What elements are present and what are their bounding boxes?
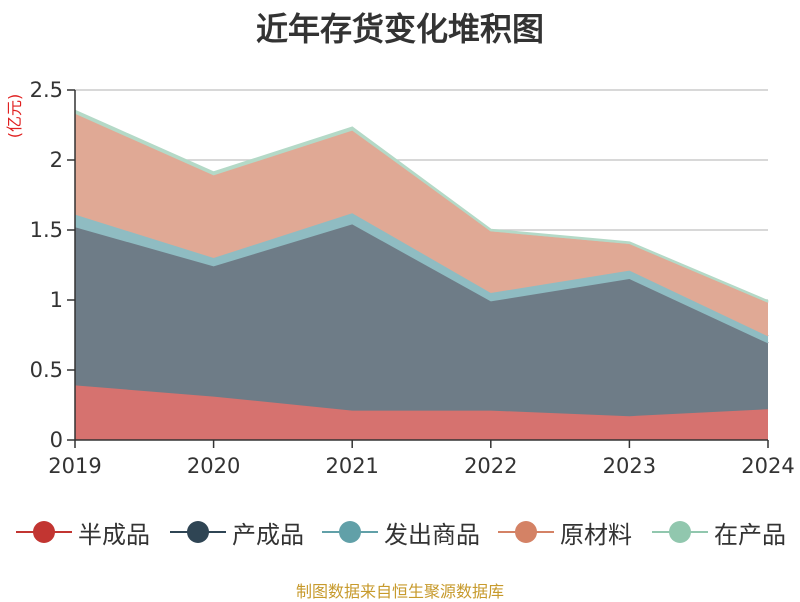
area-原材料 (75, 113, 768, 337)
area-产成品 (75, 224, 768, 417)
legend: 半成品 产成品 发出商品 原材料 在产品 (0, 512, 800, 552)
x-tick-label: 2021 (325, 454, 378, 478)
legend-label: 发出商品 (384, 520, 480, 549)
area-半成品 (75, 385, 768, 440)
legend-symbol (168, 512, 228, 552)
data-source-note: 制图数据来自恒生聚源数据库 (295, 582, 504, 601)
legend-symbol (320, 512, 380, 552)
y-tick-label: 0 (50, 428, 63, 452)
legend-label: 在产品 (714, 520, 786, 549)
x-tick-label: 2024 (741, 454, 794, 478)
y-tick-label: 2 (50, 148, 63, 172)
x-tick-label: 2022 (464, 454, 517, 478)
legend-label: 产成品 (232, 520, 304, 549)
legend-label: 原材料 (560, 520, 632, 549)
y-tick-label: 1.5 (30, 218, 63, 242)
legend-item-原材料[interactable]: 原材料 (496, 512, 632, 552)
legend-label: 半成品 (78, 520, 150, 549)
y-tick-label: 1 (50, 288, 63, 312)
area-发出商品 (75, 213, 768, 344)
x-tick-label: 2023 (603, 454, 656, 478)
legend-symbol (650, 512, 710, 552)
stacked-area-chart: 0 0.5 1 1.5 2 2.5 2019 2020 2021 2022 2023 2024 (30, 78, 795, 478)
x-tick-label: 2020 (187, 454, 240, 478)
x-tick-label: 2019 (48, 454, 101, 478)
series-line-在产品 (74, 109, 769, 303)
area-series (74, 109, 769, 440)
legend-item-半成品[interactable]: 半成品 (14, 512, 150, 552)
legend-symbol (496, 512, 556, 552)
legend-symbol (14, 512, 74, 552)
legend-item-发出商品[interactable]: 发出商品 (320, 512, 480, 552)
legend-item-产成品[interactable]: 产成品 (168, 512, 304, 552)
axes: 0 0.5 1 1.5 2 2.5 2019 2020 2021 2022 2023 2024 (30, 78, 795, 478)
legend-item-在产品[interactable]: 在产品 (650, 512, 786, 552)
chart-title: 近年存货变化堆积图 (255, 10, 544, 48)
y-tick-label: 0.5 (30, 358, 63, 382)
y-tick-label: 2.5 (30, 78, 63, 102)
